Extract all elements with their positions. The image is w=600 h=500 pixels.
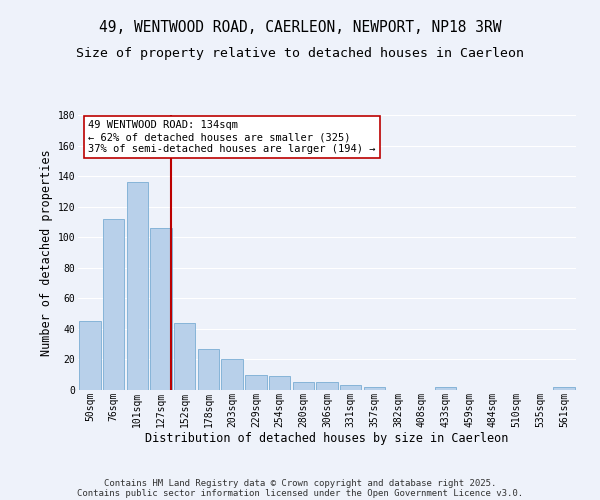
Bar — [198, 349, 219, 390]
Text: Contains HM Land Registry data © Crown copyright and database right 2025.: Contains HM Land Registry data © Crown c… — [104, 478, 496, 488]
Bar — [435, 387, 456, 390]
Text: Contains public sector information licensed under the Open Government Licence v3: Contains public sector information licen… — [77, 488, 523, 498]
Bar — [245, 374, 266, 390]
Text: Size of property relative to detached houses in Caerleon: Size of property relative to detached ho… — [76, 48, 524, 60]
Y-axis label: Number of detached properties: Number of detached properties — [40, 149, 53, 356]
Bar — [221, 360, 243, 390]
Bar — [79, 322, 101, 390]
Text: 49 WENTWOOD ROAD: 134sqm
← 62% of detached houses are smaller (325)
37% of semi-: 49 WENTWOOD ROAD: 134sqm ← 62% of detach… — [88, 120, 376, 154]
Bar — [103, 219, 124, 390]
X-axis label: Distribution of detached houses by size in Caerleon: Distribution of detached houses by size … — [145, 432, 509, 445]
Bar — [269, 376, 290, 390]
Bar — [293, 382, 314, 390]
Bar — [151, 228, 172, 390]
Bar — [316, 382, 338, 390]
Text: 49, WENTWOOD ROAD, CAERLEON, NEWPORT, NP18 3RW: 49, WENTWOOD ROAD, CAERLEON, NEWPORT, NP… — [99, 20, 501, 35]
Bar — [174, 323, 196, 390]
Bar — [340, 386, 361, 390]
Bar — [553, 387, 575, 390]
Bar — [127, 182, 148, 390]
Bar — [364, 387, 385, 390]
